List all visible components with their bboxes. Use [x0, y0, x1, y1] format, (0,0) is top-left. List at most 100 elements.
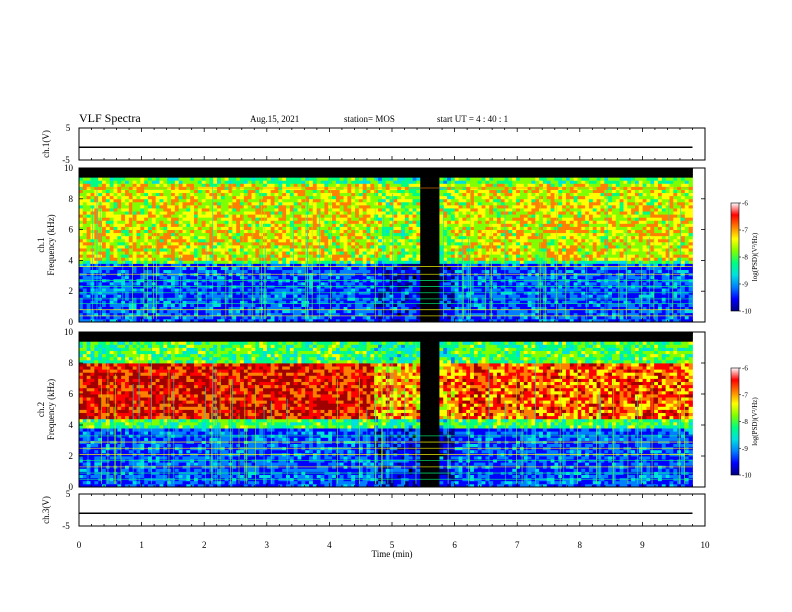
spectrogram-cell: [332, 300, 337, 304]
spectrogram-cell: [362, 208, 367, 212]
spectrogram-cell: [266, 260, 272, 264]
spectrogram-cell: [167, 180, 172, 184]
spectrogram-cell: [447, 318, 452, 323]
spectrogram-cell: [113, 177, 118, 181]
spectrogram-cell: [125, 266, 130, 271]
spectrogram-cell: [343, 315, 348, 320]
spectrogram-cell: [94, 260, 99, 264]
spectrogram-cell: [447, 266, 452, 271]
spectrogram-cell: [163, 257, 168, 261]
spectrogram-cell: [136, 214, 141, 218]
spectrogram-cell: [381, 174, 387, 178]
spectrogram-cell: [182, 189, 187, 194]
spectrogram-cell: [236, 220, 241, 224]
spectrogram-cell: [82, 309, 88, 314]
spectrogram-cell: [128, 223, 134, 227]
spectrogram-cell: [404, 195, 410, 200]
spectrogram-cell: [167, 208, 172, 212]
spectrogram-cell: [247, 251, 252, 255]
spectrogram-cell: [94, 198, 99, 203]
spectrogram-cell: [343, 174, 348, 178]
spectrogram-cell: [148, 198, 153, 203]
spectrogram-cell: [301, 263, 306, 267]
spectrogram-cell: [301, 168, 306, 172]
spectrogram-cell: [404, 177, 410, 181]
spectrogram-cell: [140, 177, 145, 181]
spectrogram-cell: [320, 226, 325, 230]
spectrogram-cell: [332, 217, 337, 221]
spectrogram-cell: [374, 211, 379, 215]
spectrogram-cell: [236, 217, 241, 221]
spectrogram-cell: [79, 245, 84, 249]
spectrogram-cell: [263, 266, 268, 271]
spectrogram-cell: [194, 211, 199, 215]
spectrogram-cell: [113, 223, 118, 227]
spectrogram-cell: [332, 315, 337, 320]
spectrogram-cell: [167, 266, 172, 271]
spectrogram-cell: [197, 214, 203, 218]
spectrogram-cell: [278, 260, 283, 264]
spectrogram-cell: [201, 183, 206, 187]
spectrogram-cell: [94, 223, 99, 227]
spectrogram-cell: [213, 183, 218, 187]
spectrogram-cell: [136, 281, 141, 286]
spectrogram-cell: [374, 195, 379, 200]
spectrogram-cell: [197, 269, 203, 274]
spectrogram-cell: [385, 245, 390, 249]
spectrogram-cell: [347, 248, 352, 252]
spectrogram-cell: [144, 232, 149, 237]
spectrogram-cell: [378, 204, 383, 209]
spectrogram-cell: [412, 204, 417, 209]
spectrogram-cell: [401, 288, 406, 292]
spectrogram-cell: [151, 303, 157, 307]
spectrogram-cell: [293, 168, 298, 172]
spectrogram-cell: [228, 312, 233, 317]
spectrogram-cell: [324, 312, 329, 317]
spectrogram-cell: [113, 201, 118, 206]
spectrogram-cell: [370, 248, 375, 252]
spectrogram-cell: [404, 232, 410, 237]
spectrogram-cell: [416, 204, 421, 209]
spectrogram-cell: [232, 183, 237, 187]
spectrogram-cell: [270, 177, 275, 181]
spectrogram-cell: [217, 201, 222, 206]
spectrogram-cell: [128, 263, 134, 267]
spectrogram-cell: [167, 294, 172, 298]
spectrogram-cell: [205, 192, 210, 197]
spectrogram-cell: [171, 223, 176, 227]
spectrogram-cell: [113, 318, 118, 323]
spectrogram-cell: [408, 312, 413, 317]
spectrogram-cell: [393, 192, 398, 197]
spectrogram-cell: [389, 232, 394, 237]
spectrogram-cell: [378, 235, 383, 240]
spectrogram-cell: [374, 220, 379, 224]
spectrogram-cell: [447, 208, 452, 212]
spectrogram-cell: [358, 241, 364, 246]
spectrogram-cell: [163, 294, 168, 298]
spectrogram-cell: [266, 168, 272, 172]
spectrogram-cell: [190, 281, 195, 286]
spectrogram-cell: [163, 232, 168, 237]
spectrogram-cell: [270, 318, 275, 323]
spectrogram-cell: [343, 260, 348, 264]
spectrogram-cell: [412, 168, 417, 172]
spectrogram-cell: [447, 204, 452, 209]
spectrogram-cell: [343, 275, 348, 280]
spectrogram-cell: [151, 229, 157, 234]
spectrogram-cell: [335, 235, 341, 240]
spectrogram-cell: [339, 269, 344, 274]
spectrogram-cell: [125, 180, 130, 184]
spectrogram-cell: [228, 229, 233, 234]
spectrogram-cell: [117, 223, 122, 227]
spectrogram-cell: [297, 275, 302, 280]
spectrogram-cell: [121, 309, 126, 314]
spectrogram-cell: [404, 248, 410, 252]
spectrogram-cell: [121, 251, 126, 255]
spectrogram-cell: [416, 245, 421, 249]
spectrogram-cell: [435, 171, 440, 175]
spectrogram-cell: [374, 312, 379, 317]
spectrogram-cell: [282, 201, 287, 206]
spectrogram-cell: [343, 241, 348, 246]
spectrogram-cell: [420, 248, 425, 252]
